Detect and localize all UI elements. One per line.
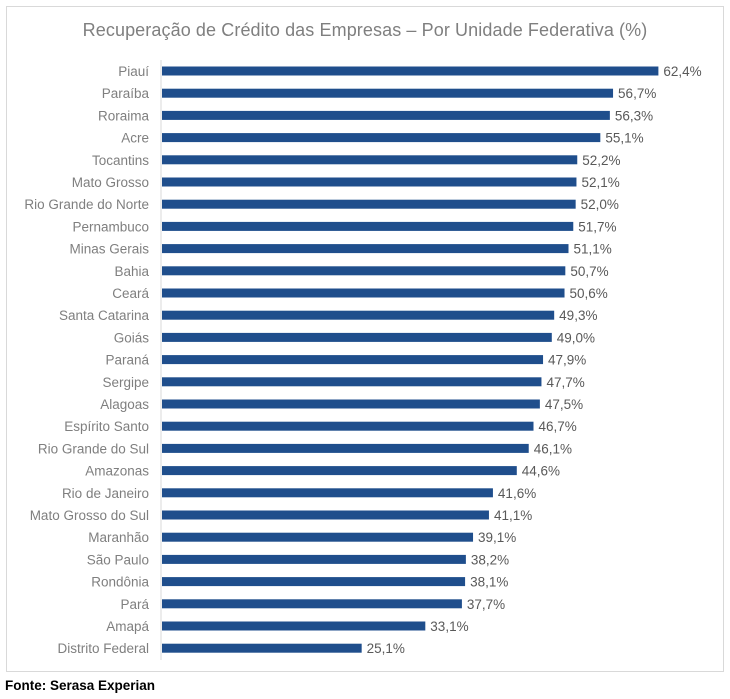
data-label: 52,1%	[581, 175, 619, 190]
data-label: 37,7%	[467, 597, 505, 612]
bar	[162, 621, 426, 631]
data-label: 41,1%	[494, 508, 532, 523]
data-label: 41,6%	[498, 486, 536, 501]
category-label: Distrito Federal	[57, 641, 149, 656]
bar	[162, 554, 466, 564]
bar	[162, 66, 659, 76]
data-label: 62,4%	[663, 64, 701, 79]
bar	[162, 577, 466, 587]
bar	[162, 244, 569, 254]
category-label: Sergipe	[102, 375, 149, 390]
category-label: Piauí	[118, 64, 149, 79]
category-label: Bahia	[114, 264, 149, 279]
data-label: 46,7%	[538, 419, 576, 434]
category-label: São Paulo	[87, 552, 149, 567]
bar	[162, 133, 601, 143]
category-label: Roraima	[98, 108, 150, 123]
data-label: 50,6%	[570, 286, 608, 301]
bar	[162, 199, 576, 209]
data-label: 47,9%	[548, 353, 586, 368]
data-label: 52,2%	[582, 153, 620, 168]
category-label: Santa Catarina	[59, 308, 150, 323]
category-label: Espírito Santo	[64, 419, 149, 434]
category-label: Maranhão	[88, 530, 149, 545]
bar	[162, 466, 517, 476]
source-note: Fonte: Serasa Experian	[5, 678, 156, 693]
bar	[162, 177, 577, 187]
category-label: Tocantins	[92, 153, 149, 168]
data-label: 38,2%	[471, 552, 509, 567]
bar	[162, 221, 574, 231]
bar	[162, 266, 566, 276]
category-label: Rio Grande do Sul	[38, 441, 149, 456]
category-label: Alagoas	[100, 397, 149, 412]
data-label: 50,7%	[570, 264, 608, 279]
category-label: Rio de Janeiro	[62, 486, 149, 501]
bar	[162, 643, 362, 653]
data-label: 46,1%	[534, 441, 572, 456]
category-label: Mato Grosso	[72, 175, 149, 190]
bar	[162, 532, 474, 542]
bars-group: Piauí 62,4% Paraíba 56,7% Roraima 56,3% Acre 55…	[24, 64, 701, 656]
category-label: Rio Grande do Norte	[24, 197, 149, 212]
bar	[162, 110, 610, 120]
bar	[162, 88, 614, 98]
bar	[162, 155, 578, 165]
data-label: 52,0%	[581, 197, 619, 212]
data-label: 44,6%	[522, 464, 560, 479]
category-label: Acre	[121, 131, 149, 146]
category-label: Paraíba	[102, 86, 150, 101]
data-label: 33,1%	[430, 619, 468, 634]
data-label: 55,1%	[605, 131, 643, 146]
category-label: Mato Grosso do Sul	[30, 508, 149, 523]
category-label: Pará	[120, 597, 149, 612]
category-label: Ceará	[112, 286, 149, 301]
bar	[162, 599, 462, 609]
data-label: 25,1%	[367, 641, 405, 656]
chart-title: Recuperação de Crédito das Empresas – Po…	[82, 20, 648, 40]
data-label: 56,7%	[618, 86, 656, 101]
category-label: Minas Gerais	[69, 242, 149, 257]
bar	[162, 355, 544, 365]
category-label: Paraná	[105, 353, 149, 368]
bar	[162, 310, 555, 320]
data-label: 51,1%	[574, 242, 612, 257]
category-label: Pernambuco	[72, 219, 149, 234]
bar	[162, 377, 542, 387]
data-label: 39,1%	[478, 530, 516, 545]
data-label: 38,1%	[470, 575, 508, 590]
category-label: Amapá	[106, 619, 149, 634]
data-label: 49,0%	[557, 330, 595, 345]
data-label: 56,3%	[615, 108, 653, 123]
data-label: 47,7%	[546, 375, 584, 390]
bar	[162, 443, 529, 453]
bar	[162, 332, 552, 342]
bar	[162, 288, 565, 298]
category-label: Goiás	[114, 330, 150, 345]
category-label: Amazonas	[85, 464, 149, 479]
bar	[162, 510, 489, 520]
bar	[162, 399, 540, 409]
category-label: Rondônia	[91, 575, 149, 590]
data-label: 49,3%	[559, 308, 597, 323]
bar	[162, 488, 493, 498]
data-label: 51,7%	[578, 219, 616, 234]
bar	[162, 421, 534, 431]
data-label: 47,5%	[545, 397, 583, 412]
